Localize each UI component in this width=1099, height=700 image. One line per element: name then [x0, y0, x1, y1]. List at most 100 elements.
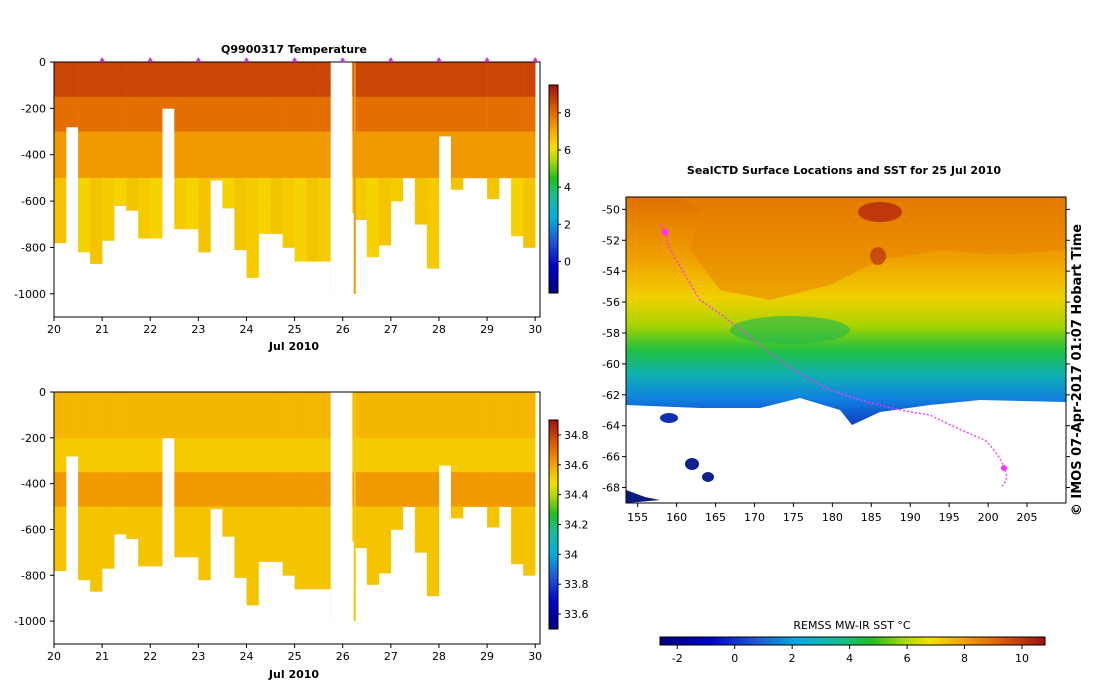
section-cell	[246, 449, 259, 462]
section-cell	[523, 108, 536, 121]
section-cell	[210, 73, 223, 86]
section-cell	[78, 518, 91, 530]
section-cell	[258, 131, 271, 144]
section-cell	[222, 201, 235, 209]
section-cell	[426, 177, 440, 190]
section-cell	[390, 131, 404, 144]
section-cell	[475, 96, 488, 109]
x-tick-label: 175	[783, 511, 804, 524]
section-cell	[511, 540, 524, 553]
section-cell	[294, 563, 307, 576]
section-cell	[318, 108, 331, 121]
section-cell	[222, 392, 235, 404]
section-cell	[523, 201, 536, 213]
section-cell	[439, 460, 452, 466]
section-cell	[511, 403, 524, 416]
section-cell	[90, 62, 103, 74]
section-cell	[54, 518, 67, 530]
section-cell	[54, 62, 67, 74]
imos-credit: © IMOS 07-Apr-2017 01:07 Hobart Time	[1070, 224, 1085, 516]
section-cell	[162, 392, 175, 404]
section-cell	[282, 460, 295, 473]
section-cell	[258, 460, 271, 473]
section-cell	[390, 392, 404, 404]
section-cell	[499, 108, 512, 121]
section-cell	[54, 552, 67, 565]
section-cell	[487, 62, 500, 74]
section-cell	[54, 426, 67, 439]
section-cell	[318, 529, 331, 542]
section-cell	[378, 166, 392, 179]
warm-eddy	[870, 247, 886, 265]
section-cell	[366, 460, 380, 473]
section-cell	[282, 120, 295, 132]
section-cell	[102, 563, 115, 569]
section-cell	[451, 85, 464, 98]
section-cell	[138, 73, 151, 86]
section-cell	[222, 189, 235, 202]
section-cell	[102, 392, 115, 404]
section-cell	[294, 62, 307, 74]
section-cell	[354, 154, 367, 167]
section-cell	[294, 403, 307, 416]
section-cell	[475, 483, 488, 496]
section-cell	[354, 426, 367, 439]
section-cell	[270, 552, 283, 562]
section-cell	[78, 120, 91, 132]
section-cell	[426, 212, 440, 225]
section-cell	[54, 108, 67, 121]
section-cell	[511, 552, 524, 565]
colorbar-tick-label: 8	[564, 107, 571, 120]
section-cell	[463, 449, 476, 462]
section-cell	[198, 62, 211, 74]
section-cell	[451, 108, 464, 121]
section-cell	[258, 506, 271, 519]
section-cell	[390, 426, 404, 439]
section-cell	[523, 96, 536, 109]
section-cell	[354, 73, 367, 86]
section-cell	[414, 120, 428, 132]
section-cell	[90, 414, 103, 427]
section-cell	[282, 235, 295, 248]
section-cell	[306, 483, 319, 496]
section-cell	[246, 177, 259, 190]
section-cell	[499, 483, 512, 496]
section-cell	[78, 201, 91, 213]
section-cell	[318, 189, 331, 202]
section-cell	[54, 154, 67, 167]
section-cell	[234, 472, 247, 484]
section-cell	[354, 529, 367, 542]
y-tick-label: -600	[21, 195, 46, 208]
section-cell	[378, 460, 392, 473]
section-cell	[523, 414, 536, 427]
section-cell	[414, 506, 428, 519]
temperature-x-ticks: 20 21 22 23 24 25 26 27 28 29 30	[47, 317, 542, 336]
section-cell	[210, 96, 223, 109]
section-cell	[174, 62, 187, 74]
section-cell	[90, 120, 103, 132]
section-cell	[426, 540, 440, 553]
section-cell	[258, 392, 271, 404]
section-cell	[234, 540, 247, 553]
section-cell	[426, 131, 440, 144]
section-cell	[366, 96, 380, 109]
section-cell	[282, 414, 295, 427]
colorbar-tick-label: 34.2	[564, 519, 589, 532]
y-tick-label: -56	[602, 296, 620, 309]
section-cell	[126, 85, 139, 98]
section-cell	[475, 120, 488, 132]
section-cell	[102, 120, 115, 132]
section-cell	[463, 108, 476, 121]
x-tick-label: 30	[528, 650, 542, 663]
section-cell	[378, 131, 392, 144]
section-cell	[282, 552, 295, 565]
y-tick-label: -66	[602, 451, 620, 464]
section-cell	[246, 563, 259, 576]
x-tick-label: 24	[239, 650, 253, 663]
section-cell	[186, 540, 199, 553]
section-cell	[426, 586, 440, 597]
colorbar-tick-label: -2	[672, 652, 683, 665]
x-tick-label: 170	[744, 511, 765, 524]
section-cell	[451, 62, 464, 74]
